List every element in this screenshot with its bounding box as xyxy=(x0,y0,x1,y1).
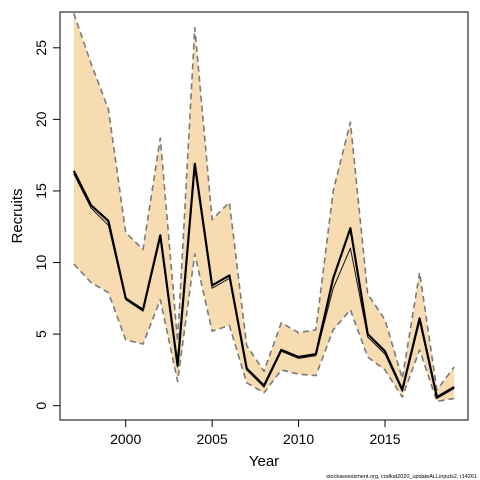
y-tick-label: 5 xyxy=(33,330,49,338)
source-footnote: stockassessment.org, codkat2020_updateAL… xyxy=(326,474,477,480)
x-axis-title: Year xyxy=(249,453,279,470)
y-axis: 0 5 10 15 20 25 xyxy=(33,40,61,410)
estimate-line xyxy=(72,162,455,399)
y-tick-label: 25 xyxy=(33,40,49,56)
y-tick-label: 0 xyxy=(33,402,49,410)
x-tick-label: 2005 xyxy=(197,431,228,447)
y-tick-label: 10 xyxy=(33,255,49,271)
x-tick-label: 2010 xyxy=(283,431,314,447)
x-axis: 2000 2005 2010 2015 xyxy=(110,419,401,447)
y-tick-label: 15 xyxy=(33,183,49,199)
confidence-band xyxy=(73,13,455,402)
x-tick-label: 2015 xyxy=(369,431,400,447)
plot-area xyxy=(72,13,455,403)
y-tick-label: 20 xyxy=(33,111,49,127)
x-tick-label: 2000 xyxy=(110,431,141,447)
y-axis-title: Recruits xyxy=(9,188,26,243)
lower-bound-line xyxy=(73,253,455,403)
upper-bound-line xyxy=(73,13,455,391)
